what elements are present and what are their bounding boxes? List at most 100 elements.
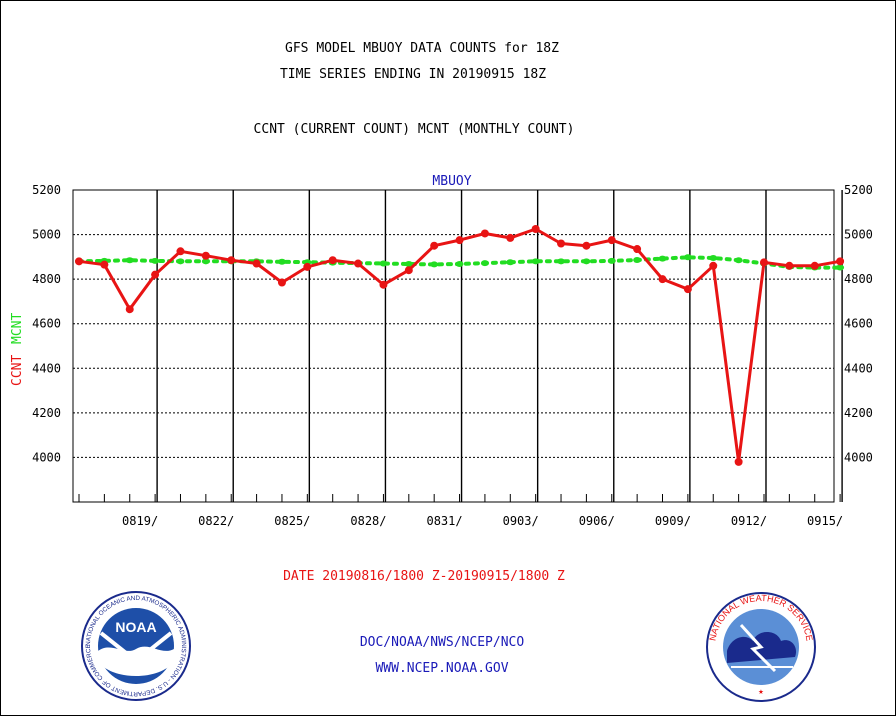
data-point-ccnt: [303, 262, 312, 271]
y-label-mcnt: MCNT: [10, 313, 25, 344]
data-point-mcnt: [557, 258, 566, 265]
data-point-mcnt: [176, 258, 185, 265]
y-tick-label: 4800: [32, 272, 61, 286]
data-point-mcnt: [125, 257, 134, 264]
x-tick-labels: 0819/0822/0825/0828/0831/0903/0906/0909/…: [122, 514, 843, 528]
data-point-ccnt: [252, 259, 261, 268]
nws-star-icon: ★: [758, 687, 764, 697]
y-tick-label: 5200: [32, 183, 61, 197]
data-point-mcnt: [151, 257, 160, 264]
data-point-ccnt: [151, 270, 160, 279]
data-point-ccnt: [176, 247, 185, 256]
noaa-logo-text: NOAA: [115, 619, 156, 635]
data-point-mcnt: [607, 257, 616, 264]
data-point-ccnt: [633, 245, 642, 254]
title-line-3: CCNT (CURRENT COUNT) MCNT (MONTHLY COUNT…: [254, 122, 575, 137]
data-point-ccnt: [557, 239, 566, 248]
data-point-ccnt: [836, 257, 845, 266]
data-point-ccnt: [607, 236, 616, 245]
data-point-mcnt: [277, 258, 286, 265]
x-minor-ticks: [78, 494, 841, 502]
data-point-mcnt: [709, 254, 718, 261]
data-point-ccnt: [430, 241, 439, 250]
y-tick-label-right: 5200: [844, 183, 873, 197]
title-line-2: TIME SERIES ENDING IN 20190915 18Z: [280, 67, 546, 82]
data-point-mcnt: [683, 254, 692, 261]
data-point-mcnt: [455, 260, 464, 267]
noaa-logo-icon: NOAA NATIONAL OCEANIC AND ATMOSPHERIC AD…: [81, 591, 191, 701]
plot-frame: [72, 189, 835, 503]
x-tick-label: 0819/: [122, 514, 158, 528]
data-point-ccnt: [201, 251, 210, 260]
data-point-ccnt: [404, 266, 413, 275]
data-point-mcnt: [734, 257, 743, 264]
data-point-ccnt: [379, 280, 388, 289]
data-point-ccnt: [658, 275, 667, 284]
x-tick-label: 0825/: [274, 514, 310, 528]
data-point-ccnt: [328, 256, 337, 265]
data-point-mcnt: [480, 260, 489, 267]
data-point-mcnt: [836, 264, 845, 271]
y-tick-labels-left: 4000 4200 4400 4600 4800 5000 5200: [32, 183, 61, 464]
data-point-ccnt: [277, 278, 286, 287]
data-point-ccnt: [125, 305, 134, 314]
x-axis-label: DATE 20190816/1800 Z-20190915/1800 Z: [283, 569, 565, 584]
y-tick-label-right: 4800: [844, 272, 873, 286]
x-tick-label: 0828/: [350, 514, 386, 528]
footer-org-line: DOC/NOAA/NWS/NCEP/NCO: [360, 635, 525, 650]
data-point-mcnt: [430, 261, 439, 268]
x-tick-label: 0906/: [579, 514, 615, 528]
y-tick-label-right: 4400: [844, 361, 873, 375]
data-point-ccnt: [354, 259, 363, 268]
data-point-ccnt: [75, 257, 83, 266]
data-point-mcnt: [379, 260, 388, 267]
data-point-ccnt: [531, 225, 540, 233]
y-tick-label-right: 4200: [844, 406, 873, 420]
x-tick-label: 0831/: [426, 514, 462, 528]
y-tick-label: 4200: [32, 406, 61, 420]
series-mcnt: [75, 254, 845, 271]
data-point-ccnt: [506, 233, 515, 242]
data-point-ccnt: [709, 261, 718, 270]
y-tick-label: 4600: [32, 317, 61, 331]
x-tick-label: 0912/: [731, 514, 767, 528]
data-point-ccnt: [683, 285, 692, 294]
data-point-ccnt: [810, 261, 819, 270]
x-tick-label: 0915/: [807, 514, 843, 528]
x-tick-label: 0903/: [503, 514, 539, 528]
y-tick-label-right: 4600: [844, 317, 873, 331]
data-point-ccnt: [100, 260, 109, 269]
y-tick-labels-right: 4000 4200 4400 4600 4800 5000 5200: [844, 183, 873, 464]
y-tick-label: 4400: [32, 361, 61, 375]
chart-title: MBUOY: [432, 174, 471, 189]
data-point-ccnt: [734, 457, 743, 466]
y-tick-label-right: 5000: [844, 228, 873, 242]
y-tick-label: 4000: [32, 450, 61, 464]
data-point-ccnt: [227, 256, 236, 265]
data-point-mcnt: [633, 256, 642, 263]
data-point-mcnt: [404, 260, 413, 267]
horizontal-gridlines: [73, 234, 834, 458]
series-layer: [75, 225, 845, 466]
y-tick-label-right: 4000: [844, 450, 873, 464]
data-point-mcnt: [582, 258, 591, 265]
data-point-ccnt: [480, 229, 489, 238]
data-point-mcnt: [531, 258, 540, 265]
y-label-ccnt: CCNT: [10, 355, 25, 386]
series-ccnt: [75, 225, 845, 466]
y-tick-label: 5000: [32, 228, 61, 242]
x-tick-label: 0822/: [198, 514, 234, 528]
data-point-mcnt: [658, 255, 667, 262]
footer-url-line: WWW.NCEP.NOAA.GOV: [375, 661, 508, 676]
data-point-ccnt: [582, 241, 591, 250]
title-line-1: GFS MODEL MBUOY DATA COUNTS for 18Z: [285, 41, 559, 56]
data-point-mcnt: [201, 258, 210, 265]
data-point-ccnt: [455, 236, 464, 245]
data-point-ccnt: [759, 258, 768, 267]
data-point-ccnt: [785, 261, 794, 270]
x-tick-label: 0909/: [655, 514, 691, 528]
data-point-mcnt: [506, 259, 515, 266]
nws-logo-icon: NATIONAL WEATHER SERVICE ★: [706, 592, 816, 702]
